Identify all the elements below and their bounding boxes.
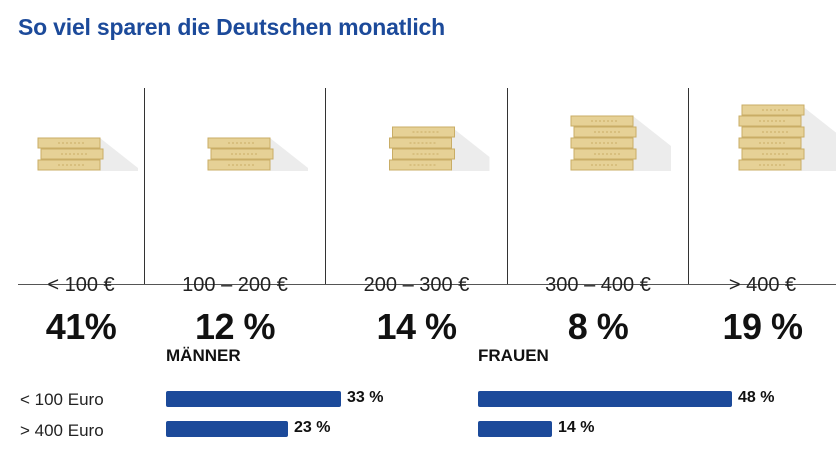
coin-stack-icon [37,137,138,171]
coin [392,126,455,138]
coin [741,126,805,138]
coin [570,115,634,127]
column-divider [507,88,508,285]
bar-value-label: 33 % [347,389,384,406]
coin [389,159,452,171]
coin-stack-icon [389,126,490,171]
category-column: < 100 € 41% [18,88,144,347]
coin-stack-icon [738,104,836,171]
coin-stack-icon [207,137,308,171]
bar [166,421,288,437]
coin [741,104,805,116]
bar-value-label: 14 % [558,419,595,436]
category-label: 300 – 400 € [545,274,651,296]
baseline [18,284,836,285]
chart-title: So viel sparen die Deutschen monatlich [18,14,445,40]
coin [573,148,637,160]
category-column: 300 – 400 € 8 % [508,88,688,347]
coin [570,159,634,171]
column-divider [144,88,145,285]
coin [741,148,805,160]
coin-shadow [451,127,490,171]
coin [738,137,802,149]
coin-shadow [633,116,671,171]
coin [207,137,271,149]
coin [207,159,271,171]
column-divider [688,88,689,285]
category-value: 19 % [722,306,803,347]
coin [389,137,452,149]
coin-shadow [270,138,308,171]
coin [738,115,802,127]
category-column: 200 – 300 € 14 % [326,88,507,347]
row-label: > 400 Euro [20,421,104,440]
coin [738,159,802,171]
category-column: 100 – 200 € 12 % [145,88,325,347]
coin [573,126,637,138]
category-label: < 100 € [47,274,115,296]
coin [37,137,101,149]
category-label: > 400 € [728,274,797,296]
coin [392,148,455,160]
row-label: < 100 Euro [20,390,104,409]
group-header-women: FRAUEN [478,346,549,365]
group-header-men: MÄNNER [166,346,241,365]
coin-shadow [801,105,836,171]
column-divider [325,88,326,285]
bar-value-label: 48 % [738,389,775,406]
bar [166,391,341,407]
coin-shadow [100,138,138,171]
coin [40,148,104,160]
bar [478,391,732,407]
coin-stack-icon [570,115,671,171]
category-value: 12 % [194,306,276,347]
coin [570,137,634,149]
coin [37,159,101,171]
category-value: 41% [45,306,117,347]
category-value: 14 % [376,306,457,347]
category-label: 200 – 300 € [363,274,470,296]
category-column: > 400 € 19 % [689,88,836,347]
category-value: 8 % [567,306,629,347]
bar [478,421,552,437]
bar-value-label: 23 % [294,419,331,436]
category-label: 100 – 200 € [182,274,288,296]
coin [210,148,274,160]
